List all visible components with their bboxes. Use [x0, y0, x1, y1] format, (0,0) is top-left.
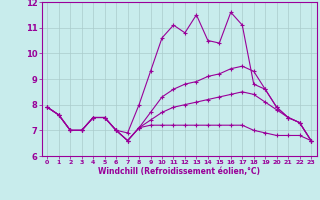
X-axis label: Windchill (Refroidissement éolien,°C): Windchill (Refroidissement éolien,°C) — [98, 167, 260, 176]
